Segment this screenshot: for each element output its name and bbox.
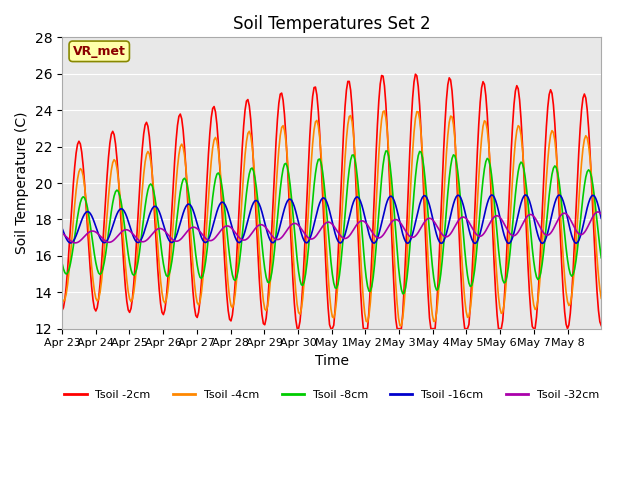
Y-axis label: Soil Temperature (C): Soil Temperature (C) [15, 112, 29, 254]
Tsoil -4cm [58, 296, 66, 301]
Tsoil -8cm [596, 244, 604, 250]
Tsoil -32cm [95, 231, 102, 237]
Tsoil -4cm [396, 323, 404, 328]
Tsoil -32cm [595, 209, 602, 215]
Tsoil -8cm [399, 291, 406, 297]
Tsoil -4cm [77, 166, 84, 171]
Tsoil -16cm [596, 209, 604, 215]
Tsoil -32cm [524, 213, 532, 218]
Tsoil -4cm [93, 298, 101, 304]
Line: Tsoil -2cm: Tsoil -2cm [62, 74, 601, 329]
Line: Tsoil -16cm: Tsoil -16cm [62, 195, 601, 243]
Tsoil -32cm [71, 240, 79, 246]
Tsoil -16cm [597, 216, 605, 221]
Tsoil -16cm [335, 240, 343, 246]
Tsoil -16cm [525, 198, 533, 204]
Tsoil -4cm [525, 256, 533, 262]
Line: Tsoil -4cm: Tsoil -4cm [62, 111, 601, 325]
Tsoil -8cm [77, 200, 84, 205]
Tsoil -4cm [596, 287, 604, 292]
Tsoil -8cm [525, 216, 533, 222]
Tsoil -32cm [58, 230, 66, 236]
Tsoil -4cm [597, 295, 605, 301]
Tsoil -32cm [597, 211, 605, 217]
Tsoil -2cm [525, 290, 533, 296]
Tsoil -2cm [597, 323, 605, 328]
Tsoil -8cm [93, 266, 101, 272]
Tsoil -32cm [337, 233, 345, 239]
Line: Tsoil -32cm: Tsoil -32cm [62, 212, 601, 243]
Tsoil -16cm [522, 192, 529, 198]
Tsoil -16cm [504, 240, 512, 246]
Tsoil -16cm [442, 230, 450, 236]
Tsoil -2cm [337, 189, 345, 194]
Tsoil -8cm [445, 175, 453, 181]
Tsoil -8cm [597, 255, 605, 261]
Tsoil -2cm [58, 308, 66, 313]
Tsoil -4cm [381, 108, 388, 114]
Text: VR_met: VR_met [73, 45, 125, 58]
Tsoil -2cm [596, 319, 604, 324]
Tsoil -2cm [445, 75, 453, 81]
Line: Tsoil -8cm: Tsoil -8cm [62, 151, 601, 294]
Tsoil -2cm [412, 72, 419, 77]
Tsoil -8cm [335, 273, 343, 278]
Legend: Tsoil -2cm, Tsoil -4cm, Tsoil -8cm, Tsoil -16cm, Tsoil -32cm: Tsoil -2cm, Tsoil -4cm, Tsoil -8cm, Tsoi… [60, 386, 604, 405]
X-axis label: Time: Time [315, 354, 349, 368]
Tsoil -4cm [445, 120, 453, 125]
Tsoil -2cm [77, 141, 84, 147]
Tsoil -32cm [596, 210, 604, 216]
Tsoil -2cm [295, 326, 303, 332]
Title: Soil Temperatures Set 2: Soil Temperatures Set 2 [233, 15, 431, 33]
Tsoil -8cm [58, 260, 66, 266]
Tsoil -16cm [77, 221, 84, 227]
Tsoil -2cm [93, 305, 101, 311]
Tsoil -16cm [93, 228, 101, 234]
Tsoil -8cm [382, 148, 390, 154]
Tsoil -16cm [58, 225, 66, 231]
Tsoil -32cm [444, 233, 452, 239]
Tsoil -4cm [335, 257, 343, 263]
Tsoil -32cm [78, 237, 86, 242]
